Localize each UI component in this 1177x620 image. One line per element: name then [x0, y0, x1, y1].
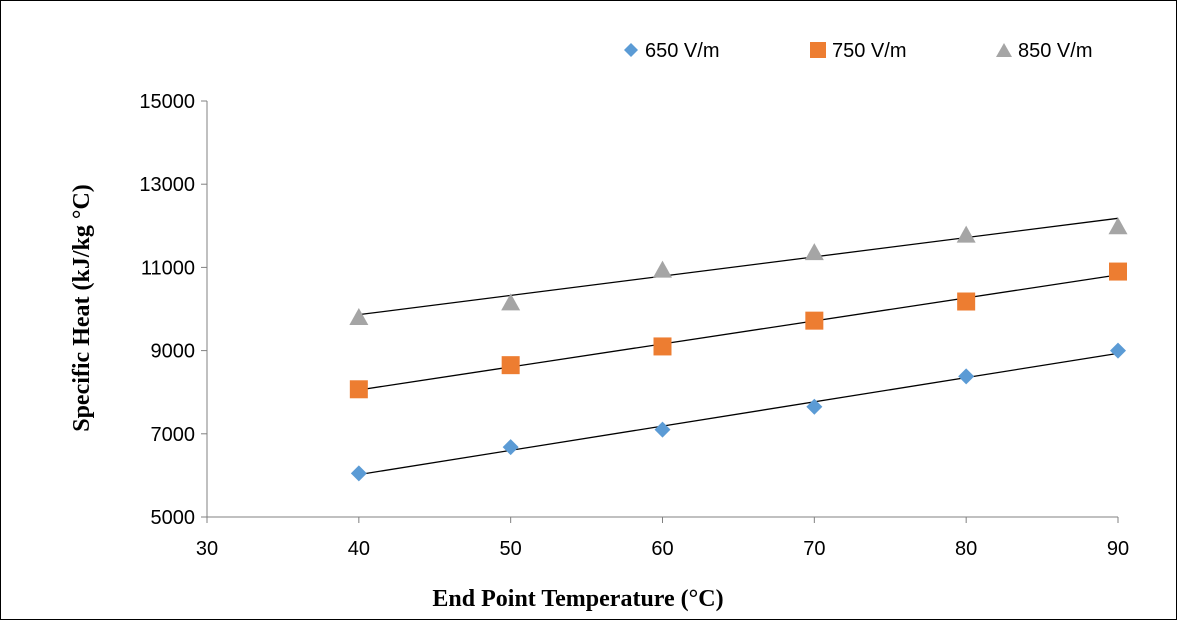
y-tick-label: 13000 [139, 174, 195, 196]
legend-item: 850 V/m [996, 40, 1092, 62]
data-point [806, 398, 823, 415]
data-point [957, 292, 976, 311]
legend-marker [996, 43, 1012, 57]
legend-item: 750 V/m [810, 40, 906, 62]
data-point [349, 380, 368, 399]
legend-label: 850 V/m [1018, 40, 1092, 62]
data-point [1109, 262, 1127, 281]
trendline [358, 274, 1119, 391]
y-tick-label: 15000 [139, 91, 195, 113]
trendlines [358, 217, 1119, 476]
y-tick-label: 5000 [151, 507, 196, 529]
data-point [1108, 217, 1128, 235]
legend: 650 V/m 750 V/m 850 V/m [624, 40, 1092, 62]
data-point [805, 311, 824, 330]
trendline [358, 352, 1119, 476]
data-point [653, 260, 672, 278]
y-axis-title: Specific Heat (kJ/kg °C) [69, 184, 95, 432]
x-tick-label: 70 [803, 538, 825, 560]
trendline [358, 217, 1119, 316]
data-points [349, 217, 1128, 482]
y-tick-label: 9000 [151, 341, 196, 363]
data-point [349, 307, 369, 325]
y-tick-label: 11000 [141, 257, 195, 279]
data-point [501, 293, 521, 311]
legend-item: 650 V/m [624, 40, 719, 62]
data-point [958, 368, 975, 385]
legend-marker [810, 42, 826, 58]
data-point [502, 439, 519, 456]
data-point [350, 465, 367, 482]
legend-label: 750 V/m [832, 40, 906, 62]
data-point [804, 243, 824, 261]
x-tick-label: 60 [651, 538, 673, 560]
y-tick-label: 7000 [151, 424, 196, 446]
legend-label: 650 V/m [645, 40, 719, 62]
x-tick-label: 30 [196, 538, 218, 560]
data-point [1110, 342, 1126, 359]
axes: 5000 7000 9000 11000 13000 15000 30 40 50 60 70 80 9… [139, 91, 1129, 560]
x-tick-label: 50 [500, 538, 522, 560]
x-tick-label: 90 [1107, 538, 1129, 560]
x-tick-label: 40 [348, 538, 370, 560]
legend-marker [624, 43, 638, 57]
data-point [501, 356, 520, 375]
data-point [654, 421, 671, 438]
data-point [956, 225, 976, 243]
data-point [653, 337, 672, 356]
x-tick-label: 80 [955, 538, 977, 560]
x-axis-title: End Point Temperature (°C) [432, 586, 723, 612]
